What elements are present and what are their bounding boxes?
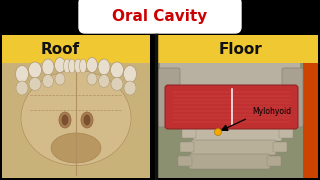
FancyBboxPatch shape <box>279 128 293 138</box>
Bar <box>158 63 318 178</box>
Ellipse shape <box>54 57 66 73</box>
Ellipse shape <box>124 81 136 95</box>
Ellipse shape <box>75 59 82 73</box>
FancyBboxPatch shape <box>193 126 282 141</box>
Ellipse shape <box>29 78 41 91</box>
Ellipse shape <box>21 71 131 165</box>
Ellipse shape <box>79 59 86 73</box>
Bar <box>2 63 150 178</box>
Ellipse shape <box>99 75 109 87</box>
FancyBboxPatch shape <box>79 0 241 33</box>
FancyBboxPatch shape <box>273 142 287 152</box>
Bar <box>303 63 318 178</box>
Ellipse shape <box>68 59 76 73</box>
Ellipse shape <box>15 66 28 82</box>
Ellipse shape <box>110 62 124 78</box>
Text: Oral Cavity: Oral Cavity <box>112 8 208 24</box>
FancyBboxPatch shape <box>180 142 194 152</box>
FancyBboxPatch shape <box>182 128 196 138</box>
Ellipse shape <box>42 59 54 75</box>
Ellipse shape <box>124 66 137 82</box>
Ellipse shape <box>61 114 68 125</box>
Ellipse shape <box>28 62 42 78</box>
FancyBboxPatch shape <box>165 85 298 129</box>
FancyBboxPatch shape <box>191 140 276 155</box>
Bar <box>2 35 150 63</box>
Ellipse shape <box>59 112 71 128</box>
Ellipse shape <box>98 59 110 75</box>
Ellipse shape <box>63 59 70 73</box>
Text: Floor: Floor <box>218 42 262 57</box>
Ellipse shape <box>86 57 98 73</box>
Text: Mylohyoid: Mylohyoid <box>252 107 291 116</box>
FancyBboxPatch shape <box>178 156 192 166</box>
FancyBboxPatch shape <box>158 68 180 127</box>
FancyBboxPatch shape <box>267 156 281 166</box>
Ellipse shape <box>87 73 97 85</box>
Ellipse shape <box>51 133 101 163</box>
Ellipse shape <box>43 75 53 87</box>
Ellipse shape <box>16 81 28 95</box>
Bar <box>160 63 300 91</box>
Ellipse shape <box>111 78 123 91</box>
Ellipse shape <box>214 129 221 136</box>
Ellipse shape <box>84 114 91 125</box>
FancyBboxPatch shape <box>282 68 303 127</box>
Ellipse shape <box>81 112 93 128</box>
Text: Roof: Roof <box>40 42 80 57</box>
Ellipse shape <box>55 73 65 85</box>
Bar <box>158 35 318 63</box>
FancyBboxPatch shape <box>189 154 270 169</box>
